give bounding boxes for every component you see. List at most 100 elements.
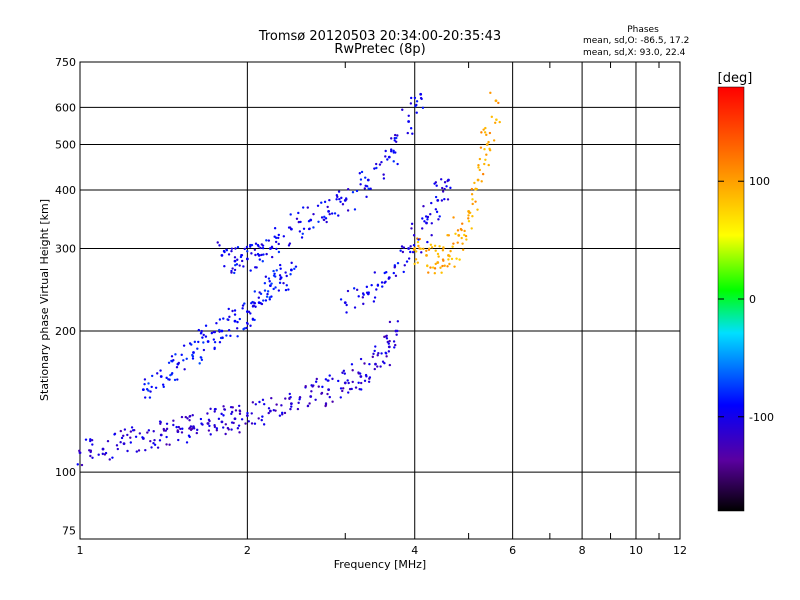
data-point [238,264,241,267]
data-point [104,451,108,455]
data-point [238,412,242,416]
data-point [378,163,382,166]
data-point [411,132,414,135]
data-point [213,410,216,413]
data-point [351,369,354,372]
data-point [268,409,272,413]
data-point [474,200,477,203]
data-point [192,351,195,354]
data-point [386,340,389,344]
data-point [380,352,383,355]
data-point [218,330,221,333]
colorbar-tick-label: -100 [749,411,774,424]
data-point [430,234,433,237]
data-point [385,334,388,337]
data-point [433,267,437,270]
data-point [427,248,431,251]
data-point [314,380,318,383]
data-point [374,345,377,348]
data-point [147,382,150,385]
data-point [253,302,257,305]
data-point [306,206,309,209]
data-point [317,220,320,224]
data-point [229,334,232,338]
data-point [477,166,480,169]
data-point [123,428,127,431]
data-point [483,131,487,134]
data-point [401,108,404,111]
data-point [443,264,446,267]
data-point [120,436,124,440]
data-point [119,429,123,433]
data-point [485,153,488,156]
data-point [383,335,386,339]
data-point [212,338,216,341]
data-point [445,185,448,188]
data-point [277,250,281,254]
data-point [396,320,400,323]
data-point [148,396,152,399]
data-point [343,301,347,304]
data-point [257,254,261,257]
data-point [265,239,268,242]
data-point [326,392,329,396]
data-point [236,427,240,430]
data-point [182,359,185,362]
data-point [258,258,262,261]
data-point [434,195,438,199]
data-point [368,362,371,366]
data-point [373,296,377,299]
data-point [399,249,402,252]
data-point [433,182,436,185]
x-tick-label: 8 [579,544,586,557]
data-point [182,344,186,347]
data-point [238,409,241,412]
data-point [111,456,114,459]
data-point [484,126,487,130]
data-point [393,266,396,269]
data-point [429,266,432,269]
x-tick-label: 12 [673,544,687,557]
data-point [367,187,370,190]
data-point [229,405,233,409]
data-point [447,258,450,261]
data-point [342,387,345,390]
data-point [409,250,412,254]
data-point [307,227,311,231]
data-point [443,197,446,201]
data-point [284,271,287,274]
data-point [392,340,396,343]
y-tick-label: 300 [55,243,76,256]
data-point [387,276,391,280]
data-point [365,185,369,188]
data-point [442,246,445,249]
data-point [146,431,149,434]
data-point [439,266,442,269]
data-point [246,250,249,253]
data-point [227,307,230,311]
data-point [359,178,363,181]
data-point [245,245,249,249]
data-point [153,443,157,446]
data-point [259,292,263,296]
y-tick-label: 100 [55,466,76,479]
data-point [301,206,305,209]
data-point [434,208,438,211]
x-axis-ticks: 1 2 4 6 8 10 12 [77,62,687,557]
data-point [327,388,331,392]
data-point [186,417,189,420]
data-point [345,303,348,307]
data-point [316,204,320,207]
data-point [456,241,459,244]
data-point [394,343,397,347]
data-point [287,244,291,247]
data-point [395,333,398,336]
y-tick-label: 200 [55,325,76,338]
data-point [369,187,372,190]
data-point [412,243,416,247]
data-point [236,258,239,261]
data-point [177,361,181,365]
data-point [225,334,228,337]
data-point [300,236,304,239]
data-point [218,341,222,344]
